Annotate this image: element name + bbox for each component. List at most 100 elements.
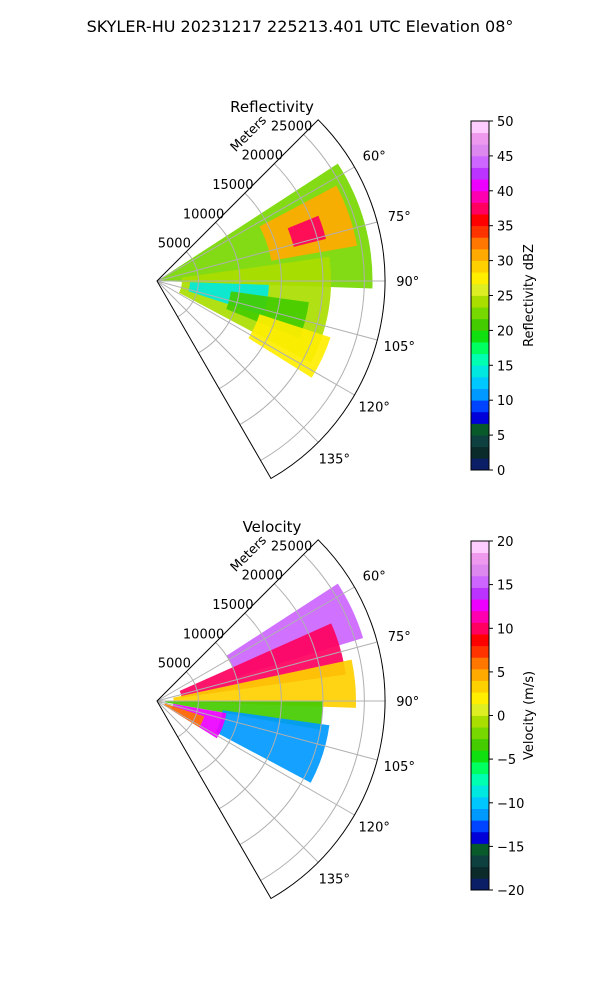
reflectivity-radius-tick-label: 20000 — [242, 149, 283, 164]
reflectivity-colorbar-segment — [471, 458, 489, 471]
velocity-sector-frame — [156, 539, 386, 900]
velocity-panel: Velocity 5000 10000 15000 20000 25000 60° 75° 9… — [156, 518, 537, 900]
reflectivity-azimuth-line — [156, 221, 378, 282]
velocity-echo-region — [173, 659, 357, 708]
reflectivity-range-ring — [198, 222, 241, 354]
velocity-range-ring — [218, 612, 282, 810]
velocity-colorbar-segment — [471, 855, 489, 868]
velocity-colorbar-segment — [471, 599, 489, 612]
reflectivity-azimuth-tick-label: 105° — [384, 340, 415, 355]
figure-suptitle: SKYLER-HU 20231217 225213.401 UTC Elevat… — [87, 17, 514, 36]
velocity-colorbar: −20 −15 −10 −5 0 5 10 15 20 — [470, 535, 524, 899]
velocity-azimuth-tick-label: 120° — [359, 820, 390, 835]
velocity-range-ring — [198, 642, 241, 774]
velocity-azimuth-tick-label: 90° — [396, 695, 419, 710]
reflectivity-tick-labels: 5000 10000 15000 20000 25000 60° 75° 90° 105° 120… — [158, 119, 420, 467]
reflectivity-colorbar-segment — [471, 365, 489, 378]
reflectivity-colorbar-segment — [471, 248, 489, 261]
reflectivity-colorbar-segment — [471, 400, 489, 413]
velocity-colorbar-segment — [471, 645, 489, 658]
reflectivity-colorbar-segment — [471, 179, 489, 192]
velocity-echo-region — [226, 583, 364, 677]
reflectivity-colorbar-segment — [471, 167, 489, 180]
velocity-colorbar-segment — [471, 820, 489, 833]
reflectivity-colorbar-tick-label: 5 — [497, 429, 505, 444]
reflectivity-azimuth-line — [156, 280, 319, 443]
reflectivity-colorbar-segment — [471, 435, 489, 448]
velocity-colorbar-segment — [471, 773, 489, 786]
reflectivity-grid — [156, 119, 386, 480]
velocity-title: Velocity — [243, 518, 302, 536]
reflectivity-colorbar-segment — [471, 237, 489, 250]
reflectivity-colorbar-segment — [471, 446, 489, 459]
reflectivity-colorbar-segment — [471, 121, 489, 134]
velocity-colorbar-segment — [471, 796, 489, 809]
velocity-colorbar-segment — [471, 680, 489, 693]
reflectivity-echo-region — [248, 314, 331, 378]
velocity-colorbar-tick-label: −5 — [497, 753, 516, 768]
reflectivity-colorbar-tick-label: 35 — [497, 220, 514, 235]
reflectivity-colorbar-tick-label: 50 — [497, 115, 514, 130]
reflectivity-colorbar-tick-label: 25 — [497, 290, 514, 305]
reflectivity-colorbar-tick-label: 20 — [497, 324, 514, 339]
reflectivity-colorbar: 0 5 10 15 20 25 30 35 40 45 50 — [470, 115, 514, 479]
reflectivity-colorbar-tick-label: 15 — [497, 359, 514, 374]
velocity-colorbar-segment — [471, 610, 489, 623]
velocity-colorbar-segment — [471, 866, 489, 879]
reflectivity-colorbar-segment — [471, 423, 489, 436]
velocity-colorbar-tick-label: −20 — [497, 884, 524, 899]
velocity-colorbar-segment — [471, 692, 489, 705]
reflectivity-azimuth-line — [156, 280, 378, 341]
velocity-colorbar-tick-label: 5 — [497, 666, 505, 681]
velocity-tick-labels: 5000 10000 15000 20000 25000 60° 75° 90° 105° 120… — [158, 539, 420, 887]
reflectivity-range-ring — [177, 251, 199, 318]
reflectivity-radius-tick-label: 25000 — [271, 119, 312, 134]
reflectivity-echoes — [157, 163, 373, 378]
velocity-colorbar-segment — [471, 668, 489, 681]
reflectivity-colorbar-segment — [471, 295, 489, 308]
velocity-colorbar-tick-label: 20 — [497, 535, 514, 550]
reflectivity-azimuth-line — [156, 166, 355, 282]
velocity-colorbar-segment — [471, 843, 489, 856]
velocity-colorbar-segment — [471, 727, 489, 740]
reflectivity-radius-tick-label: 15000 — [212, 178, 253, 193]
reflectivity-azimuth-tick-label: 120° — [359, 400, 390, 415]
reflectivity-colorbar-tick-label: 10 — [497, 394, 514, 409]
reflectivity-azimuth-tick-label: 135° — [319, 452, 350, 467]
velocity-azimuth-tick-label: 75° — [388, 630, 411, 645]
velocity-colorbar-segment — [471, 587, 489, 600]
reflectivity-colorbar-segment — [471, 132, 489, 145]
reflectivity-colorbar-segment — [471, 388, 489, 401]
velocity-azimuth-tick-label: 135° — [319, 872, 350, 887]
reflectivity-panel: Reflectivity 5000 10000 15000 20000 25000 60°… — [156, 98, 537, 480]
reflectivity-colorbar-segment — [471, 411, 489, 424]
velocity-range-ring — [260, 554, 365, 881]
velocity-azimuth-line — [156, 586, 355, 702]
velocity-echo-region — [164, 703, 205, 728]
velocity-azimuth-line — [156, 700, 319, 863]
velocity-colorbar-tick-label: 0 — [497, 710, 505, 725]
reflectivity-colorbar-segment — [471, 342, 489, 355]
reflectivity-colorbar-segment — [471, 307, 489, 320]
reflectivity-azimuth-tick-label: 60° — [363, 150, 386, 165]
reflectivity-title: Reflectivity — [230, 98, 314, 116]
reflectivity-colorbar-segment — [471, 190, 489, 203]
velocity-colorbar-tick-label: −10 — [497, 797, 524, 812]
velocity-colorbar-segment — [471, 738, 489, 751]
reflectivity-colorbar-segment — [471, 330, 489, 343]
velocity-range-ring — [177, 671, 199, 738]
reflectivity-colorbar-tick-label: 0 — [497, 464, 505, 479]
velocity-colorbar-tick-label: 10 — [497, 622, 514, 637]
velocity-grid — [156, 539, 386, 900]
velocity-radius-tick-label: 25000 — [271, 539, 312, 554]
reflectivity-colorbar-tick-label: 30 — [497, 255, 514, 270]
velocity-colorbar-segment — [471, 878, 489, 891]
velocity-colorbar-label: Velocity (m/s) — [522, 671, 537, 760]
reflectivity-colorbar-segment — [471, 272, 489, 285]
velocity-colorbar-segment — [471, 575, 489, 588]
velocity-colorbar-segment — [471, 715, 489, 728]
reflectivity-colorbar-segment — [471, 260, 489, 273]
reflectivity-colorbar-segment — [471, 155, 489, 168]
velocity-azimuth-line — [156, 700, 378, 761]
velocity-colorbar-tick-label: 15 — [497, 579, 514, 594]
